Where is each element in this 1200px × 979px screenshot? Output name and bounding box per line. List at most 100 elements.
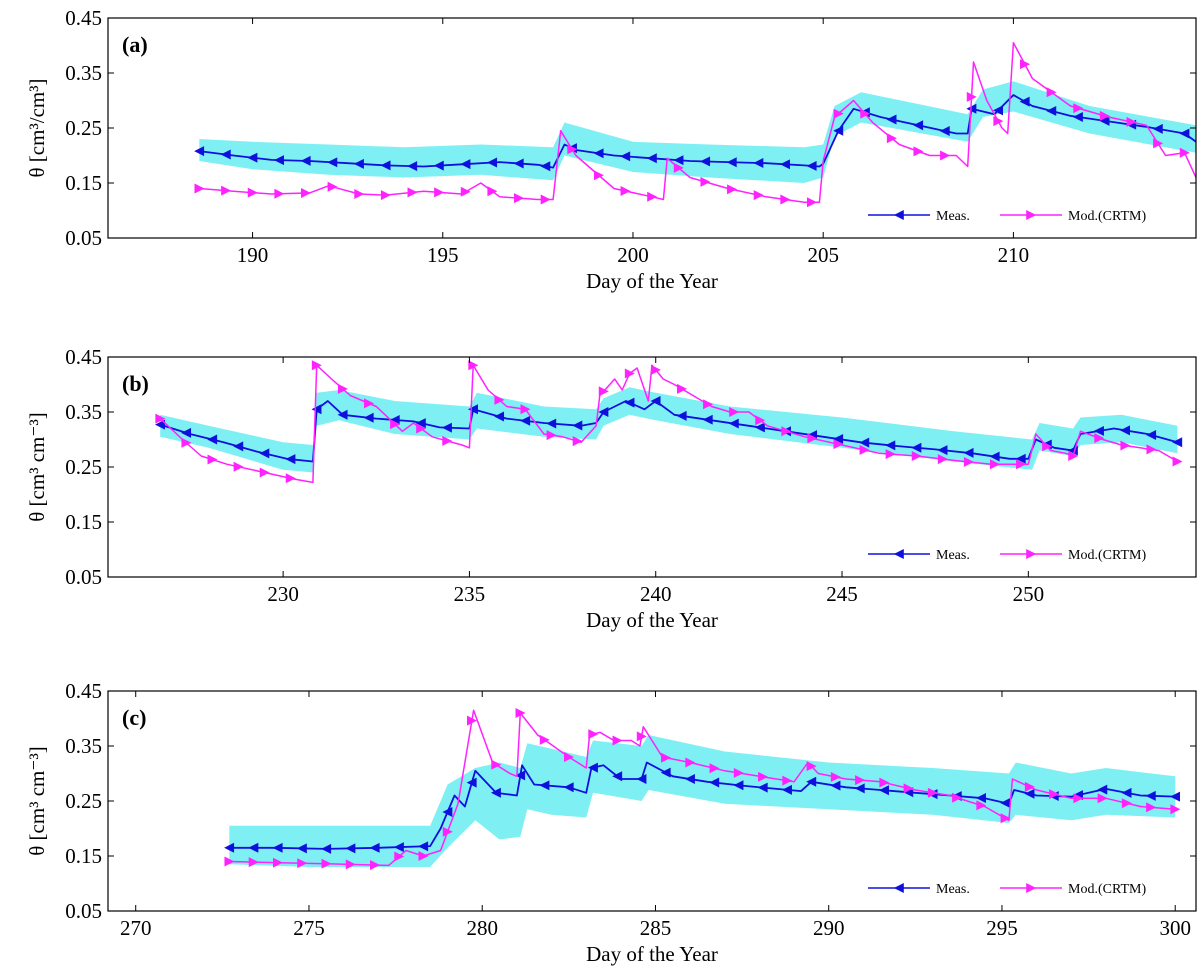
marker-model (381, 191, 390, 200)
y-tick-label: 0.15 (65, 844, 102, 868)
marker-model (355, 190, 364, 199)
plot-area-b (156, 361, 1182, 483)
marker-model (940, 151, 949, 160)
y-tick-label: 0.05 (65, 565, 102, 589)
legend-marker-meas (895, 884, 904, 893)
series-markers-model-a (195, 60, 1189, 207)
marker-model (648, 192, 657, 201)
legend-label-meas: Meas. (936, 548, 970, 563)
y-tick-label: 0.25 (65, 455, 102, 479)
y-axis-title: θ [cm³ cm⁻³] (25, 412, 49, 522)
x-tick-label: 205 (807, 243, 839, 267)
uncertainty-band-a (199, 81, 1196, 183)
marker-model (589, 730, 598, 739)
y-tick-label: 0.05 (65, 899, 102, 923)
legend: Meas. Mod.(CRTM) (868, 882, 1146, 897)
marker-model (408, 188, 417, 197)
y-tick-label: 0.25 (65, 789, 102, 813)
plot-area-c (225, 709, 1180, 870)
y-tick-label: 0.35 (65, 400, 102, 424)
marker-model (248, 188, 257, 197)
x-tick-label: 245 (826, 582, 858, 606)
axes-frame-a (108, 18, 1196, 238)
x-tick-label: 190 (237, 243, 269, 267)
x-tick-label: 295 (986, 916, 1018, 940)
marker-model (1020, 60, 1029, 69)
x-tick-label: 280 (466, 916, 498, 940)
y-axis-title: θ [cm³/cm³] (25, 78, 49, 177)
marker-model (434, 188, 443, 197)
marker-model (1173, 457, 1182, 466)
x-tick-label: 195 (427, 243, 459, 267)
panel-label: (b) (122, 371, 149, 396)
x-tick-label: 210 (998, 243, 1030, 267)
y-tick-label: 0.15 (65, 171, 102, 195)
plot-area-a (195, 43, 1196, 207)
marker-meas (225, 843, 234, 852)
y-tick-label: 0.35 (65, 734, 102, 758)
legend-marker-meas (895, 211, 904, 220)
x-tick-label: 300 (1159, 916, 1191, 940)
x-tick-label: 230 (267, 582, 299, 606)
marker-model (208, 455, 217, 464)
panel-label: (c) (122, 705, 146, 730)
marker-model (221, 186, 230, 195)
series-line-model-a (199, 43, 1196, 203)
x-tick-label: 290 (813, 916, 845, 940)
legend-label-model: Mod.(CRTM) (1068, 882, 1146, 897)
x-tick-label: 270 (120, 916, 152, 940)
marker-model (541, 195, 550, 204)
y-tick-label: 0.25 (65, 116, 102, 140)
y-axis-title: θ [cm³ cm⁻³] (25, 746, 49, 856)
marker-model (727, 185, 736, 194)
x-tick-label: 200 (617, 243, 649, 267)
x-axis-title: Day of the Year (586, 608, 718, 632)
legend-label-model: Mod.(CRTM) (1068, 209, 1146, 224)
panel-c: 270 275 280 285 290 295 300 0.05 0.15 0.25 0.35 0.4… (25, 679, 1196, 966)
y-tick-label: 0.05 (65, 226, 102, 250)
legend-marker-model (1027, 211, 1036, 220)
legend: Meas. Mod.(CRTM) (868, 209, 1146, 224)
y-tick-label: 0.45 (65, 679, 102, 703)
legend-label-model: Mod.(CRTM) (1068, 548, 1146, 563)
legend-label-meas: Meas. (936, 882, 970, 897)
marker-model (994, 117, 1003, 126)
x-tick-label: 250 (1013, 582, 1045, 606)
marker-model (260, 468, 269, 477)
marker-model (301, 189, 310, 198)
marker-model (621, 186, 630, 195)
legend-marker-meas (895, 550, 904, 559)
legend: Meas. Mod.(CRTM) (868, 548, 1146, 563)
y-tick-label: 0.45 (65, 345, 102, 369)
marker-model (807, 198, 816, 207)
panel-label: (a) (122, 32, 148, 57)
x-tick-label: 285 (640, 916, 672, 940)
marker-model (540, 735, 549, 744)
legend-marker-model (1027, 550, 1036, 559)
marker-model (461, 187, 470, 196)
marker-model (275, 189, 284, 198)
x-axis-title: Day of the Year (586, 269, 718, 293)
marker-model (286, 474, 295, 483)
marker-model (1171, 805, 1180, 814)
marker-model (754, 191, 763, 200)
marker-model (514, 194, 523, 203)
marker-model (234, 462, 243, 471)
panel-a: 190 195 200 205 210 0.05 0.15 0.25 0.35 0.45 Day o… (25, 6, 1196, 293)
y-tick-label: 0.35 (65, 61, 102, 85)
panel-b: 230 235 240 245 250 0.05 0.15 0.25 0.35 0.45 Day o… (25, 345, 1196, 632)
x-tick-label: 235 (454, 582, 486, 606)
x-axis-title: Day of the Year (586, 942, 718, 966)
legend-label-meas: Meas. (936, 209, 970, 224)
x-tick-label: 240 (640, 582, 672, 606)
y-tick-label: 0.45 (65, 6, 102, 30)
marker-model (677, 384, 686, 393)
marker-model (781, 195, 790, 204)
legend-marker-model (1027, 884, 1036, 893)
marker-model (914, 147, 923, 156)
marker-model (195, 184, 204, 193)
marker-model (701, 177, 710, 186)
marker-model (328, 182, 337, 191)
y-tick-label: 0.15 (65, 510, 102, 534)
